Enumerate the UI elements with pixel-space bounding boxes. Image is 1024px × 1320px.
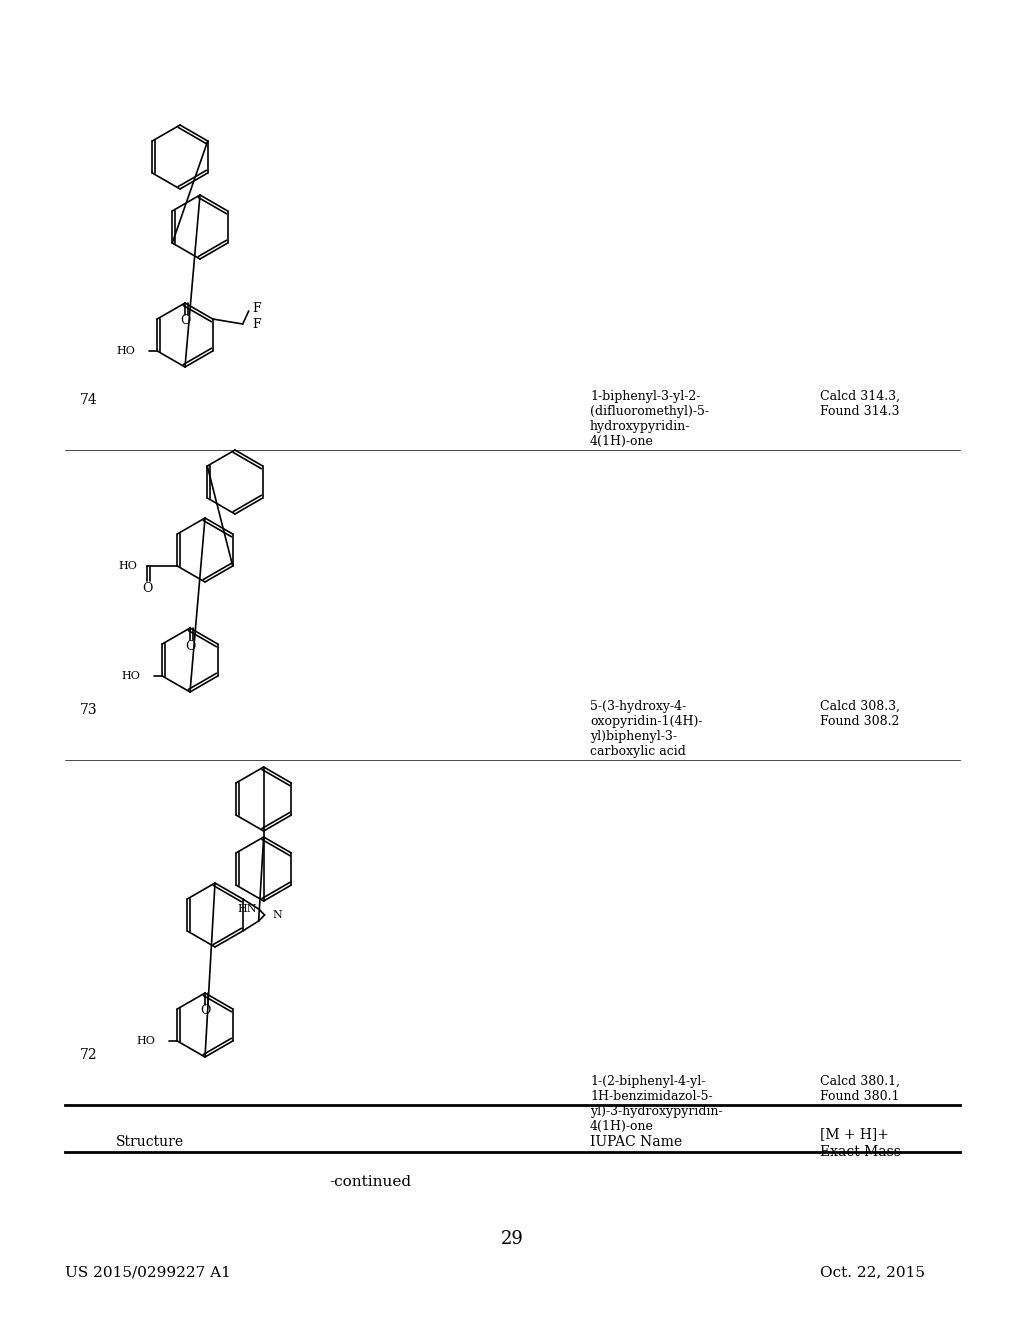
Text: HO: HO xyxy=(119,561,137,572)
Text: Structure: Structure xyxy=(116,1135,184,1148)
Text: Calcd 308.3,
Found 308.2: Calcd 308.3, Found 308.2 xyxy=(820,700,900,729)
Text: HO: HO xyxy=(136,1036,156,1045)
Text: [M + H]+: [M + H]+ xyxy=(820,1127,889,1140)
Text: HO: HO xyxy=(117,346,135,356)
Text: O: O xyxy=(180,314,190,327)
Text: F: F xyxy=(253,318,261,330)
Text: 29: 29 xyxy=(501,1230,523,1247)
Text: US 2015/0299227 A1: US 2015/0299227 A1 xyxy=(65,1265,230,1279)
Text: O: O xyxy=(200,1005,210,1018)
Text: 72: 72 xyxy=(80,1048,97,1063)
Text: 74: 74 xyxy=(80,393,97,407)
Text: 73: 73 xyxy=(80,704,97,717)
Text: 1-(2-biphenyl-4-yl-
1H-benzimidazol-5-
yl)-3-hydroxypyridin-
4(1H)-one: 1-(2-biphenyl-4-yl- 1H-benzimidazol-5- y… xyxy=(590,1074,723,1133)
Text: Calcd 314.3,
Found 314.3: Calcd 314.3, Found 314.3 xyxy=(820,389,900,418)
Text: F: F xyxy=(253,302,261,315)
Text: N: N xyxy=(272,909,283,920)
Text: HO: HO xyxy=(122,671,140,681)
Text: 1-biphenyl-3-yl-2-
(difluoromethyl)-5-
hydroxypyridin-
4(1H)-one: 1-biphenyl-3-yl-2- (difluoromethyl)-5- h… xyxy=(590,389,709,447)
Text: O: O xyxy=(184,639,196,652)
Text: -continued: -continued xyxy=(329,1175,411,1189)
Text: IUPAC Name: IUPAC Name xyxy=(590,1135,682,1148)
Text: HN: HN xyxy=(238,904,257,913)
Text: O: O xyxy=(142,582,153,594)
Text: 5-(3-hydroxy-4-
oxopyridin-1(4H)-
yl)biphenyl-3-
carboxylic acid: 5-(3-hydroxy-4- oxopyridin-1(4H)- yl)bip… xyxy=(590,700,702,758)
Text: Oct. 22, 2015: Oct. 22, 2015 xyxy=(820,1265,925,1279)
Text: Exact Mass: Exact Mass xyxy=(820,1144,901,1159)
Text: Calcd 380.1,
Found 380.1: Calcd 380.1, Found 380.1 xyxy=(820,1074,900,1104)
